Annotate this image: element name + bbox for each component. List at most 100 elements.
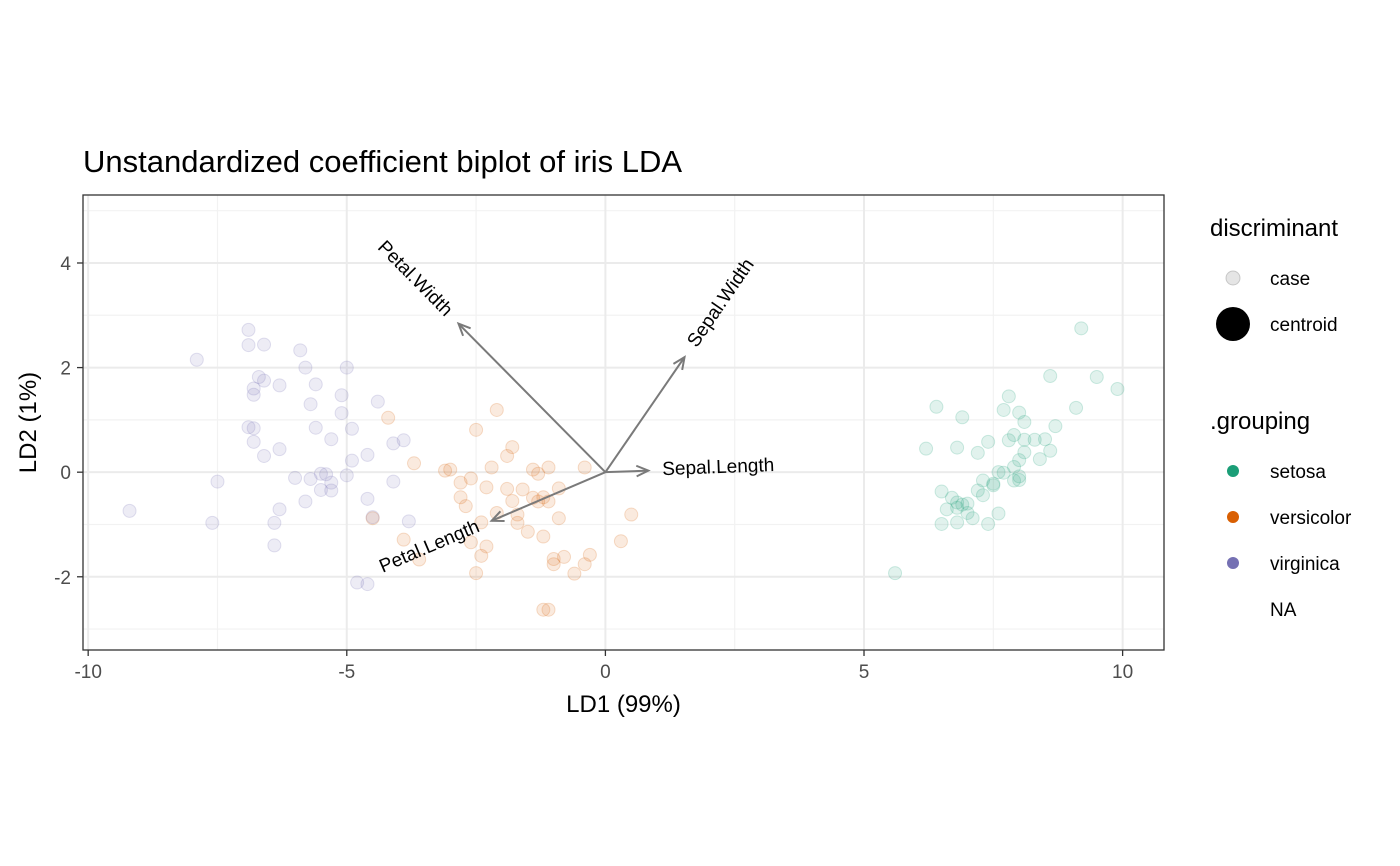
point-virginica — [272, 442, 287, 457]
arrow-shaft — [457, 322, 607, 473]
legend-label-NA: NA — [1270, 600, 1297, 621]
arrow-head — [456, 321, 471, 337]
point-versicolor — [541, 602, 556, 617]
point-virginica — [122, 503, 137, 518]
point-setosa — [934, 484, 949, 499]
point-setosa — [1007, 428, 1022, 443]
arrow-label: Sepal.Length — [662, 455, 775, 480]
point-virginica — [298, 494, 313, 509]
point-virginica — [386, 474, 401, 489]
panel-border-rect — [82, 194, 1165, 651]
point-versicolor — [484, 460, 499, 475]
point-setosa — [888, 566, 903, 581]
data-points — [122, 321, 1125, 617]
point-setosa — [1012, 405, 1027, 420]
point-virginica — [246, 381, 261, 396]
point-virginica — [324, 475, 339, 490]
legend-key-centroid — [1216, 307, 1250, 341]
point-versicolor — [479, 480, 494, 495]
point-versicolor — [381, 410, 396, 425]
arrow-head — [489, 510, 505, 523]
point-versicolor — [463, 471, 478, 486]
point-versicolor — [463, 535, 478, 550]
point-versicolor — [567, 566, 582, 581]
point-virginica — [308, 420, 323, 435]
point-virginica — [401, 514, 416, 529]
point-versicolor — [577, 460, 592, 475]
point-virginica — [246, 434, 261, 449]
point-virginica — [241, 322, 256, 337]
point-setosa — [996, 402, 1011, 417]
x-axis-title: LD1 (99%) — [566, 691, 681, 718]
point-versicolor — [525, 462, 540, 477]
point-virginica — [334, 388, 349, 403]
point-virginica — [370, 394, 385, 409]
point-setosa — [1032, 452, 1047, 467]
point-versicolor — [453, 490, 468, 505]
point-setosa — [1007, 459, 1022, 474]
point-setosa — [1038, 432, 1053, 447]
legend-label-setosa: setosa — [1270, 462, 1326, 483]
arrow-head — [635, 464, 651, 478]
point-virginica — [365, 510, 380, 525]
point-versicolor — [505, 440, 520, 455]
point-virginica — [288, 470, 303, 485]
point-versicolor — [510, 515, 525, 530]
point-versicolor — [536, 529, 551, 544]
point-versicolor — [536, 602, 551, 617]
legend-key-setosa — [1227, 465, 1239, 477]
point-setosa — [944, 490, 959, 505]
point-setosa — [991, 506, 1006, 521]
point-virginica — [324, 483, 339, 498]
legend-label-virginica: virginica — [1270, 554, 1340, 575]
point-versicolor — [520, 524, 535, 539]
point-versicolor — [438, 463, 453, 478]
legend: discriminant case centroid .grouping setosa v… — [1210, 215, 1352, 621]
point-setosa — [960, 496, 975, 511]
point-setosa — [1017, 445, 1032, 460]
arrow-sepal-length: Sepal.Length — [605, 455, 775, 480]
point-versicolor — [469, 566, 484, 581]
point-setosa — [975, 473, 990, 488]
arrow-head — [672, 355, 686, 371]
point-virginica — [246, 387, 261, 402]
point-virginica — [344, 421, 359, 436]
point-versicolor — [407, 456, 422, 471]
point-setosa — [1043, 368, 1058, 383]
point-setosa — [934, 516, 949, 531]
point-setosa — [1089, 370, 1104, 384]
point-setosa — [960, 505, 975, 520]
panel-background — [83, 195, 1164, 650]
point-virginica — [386, 436, 401, 451]
point-versicolor — [412, 552, 427, 567]
point-versicolor — [582, 547, 597, 562]
point-setosa — [1007, 473, 1022, 488]
point-virginica — [303, 397, 318, 412]
point-setosa — [981, 516, 996, 531]
point-setosa — [919, 441, 934, 456]
point-virginica — [360, 447, 375, 462]
x-tick-label: -10 — [74, 662, 101, 683]
point-setosa — [955, 410, 970, 425]
legend-title-discriminant: discriminant — [1210, 215, 1338, 242]
point-virginica — [241, 420, 256, 435]
point-setosa — [996, 465, 1011, 480]
point-setosa — [950, 500, 965, 515]
arrow-shaft — [605, 469, 649, 474]
point-setosa — [1017, 414, 1032, 429]
point-virginica — [360, 577, 375, 592]
point-virginica — [339, 468, 354, 483]
point-versicolor — [557, 549, 572, 564]
point-virginica — [267, 515, 282, 530]
point-setosa — [1017, 432, 1032, 447]
point-virginica — [272, 378, 287, 393]
point-virginica — [344, 453, 359, 468]
point-setosa — [970, 445, 985, 460]
plot-panel — [83, 195, 1164, 650]
legend-key-versicolor — [1227, 511, 1239, 523]
legend-label-case: case — [1270, 269, 1310, 290]
point-versicolor — [474, 548, 489, 563]
point-setosa — [1048, 419, 1063, 434]
legend-key-case — [1225, 270, 1241, 286]
point-versicolor — [500, 448, 515, 463]
